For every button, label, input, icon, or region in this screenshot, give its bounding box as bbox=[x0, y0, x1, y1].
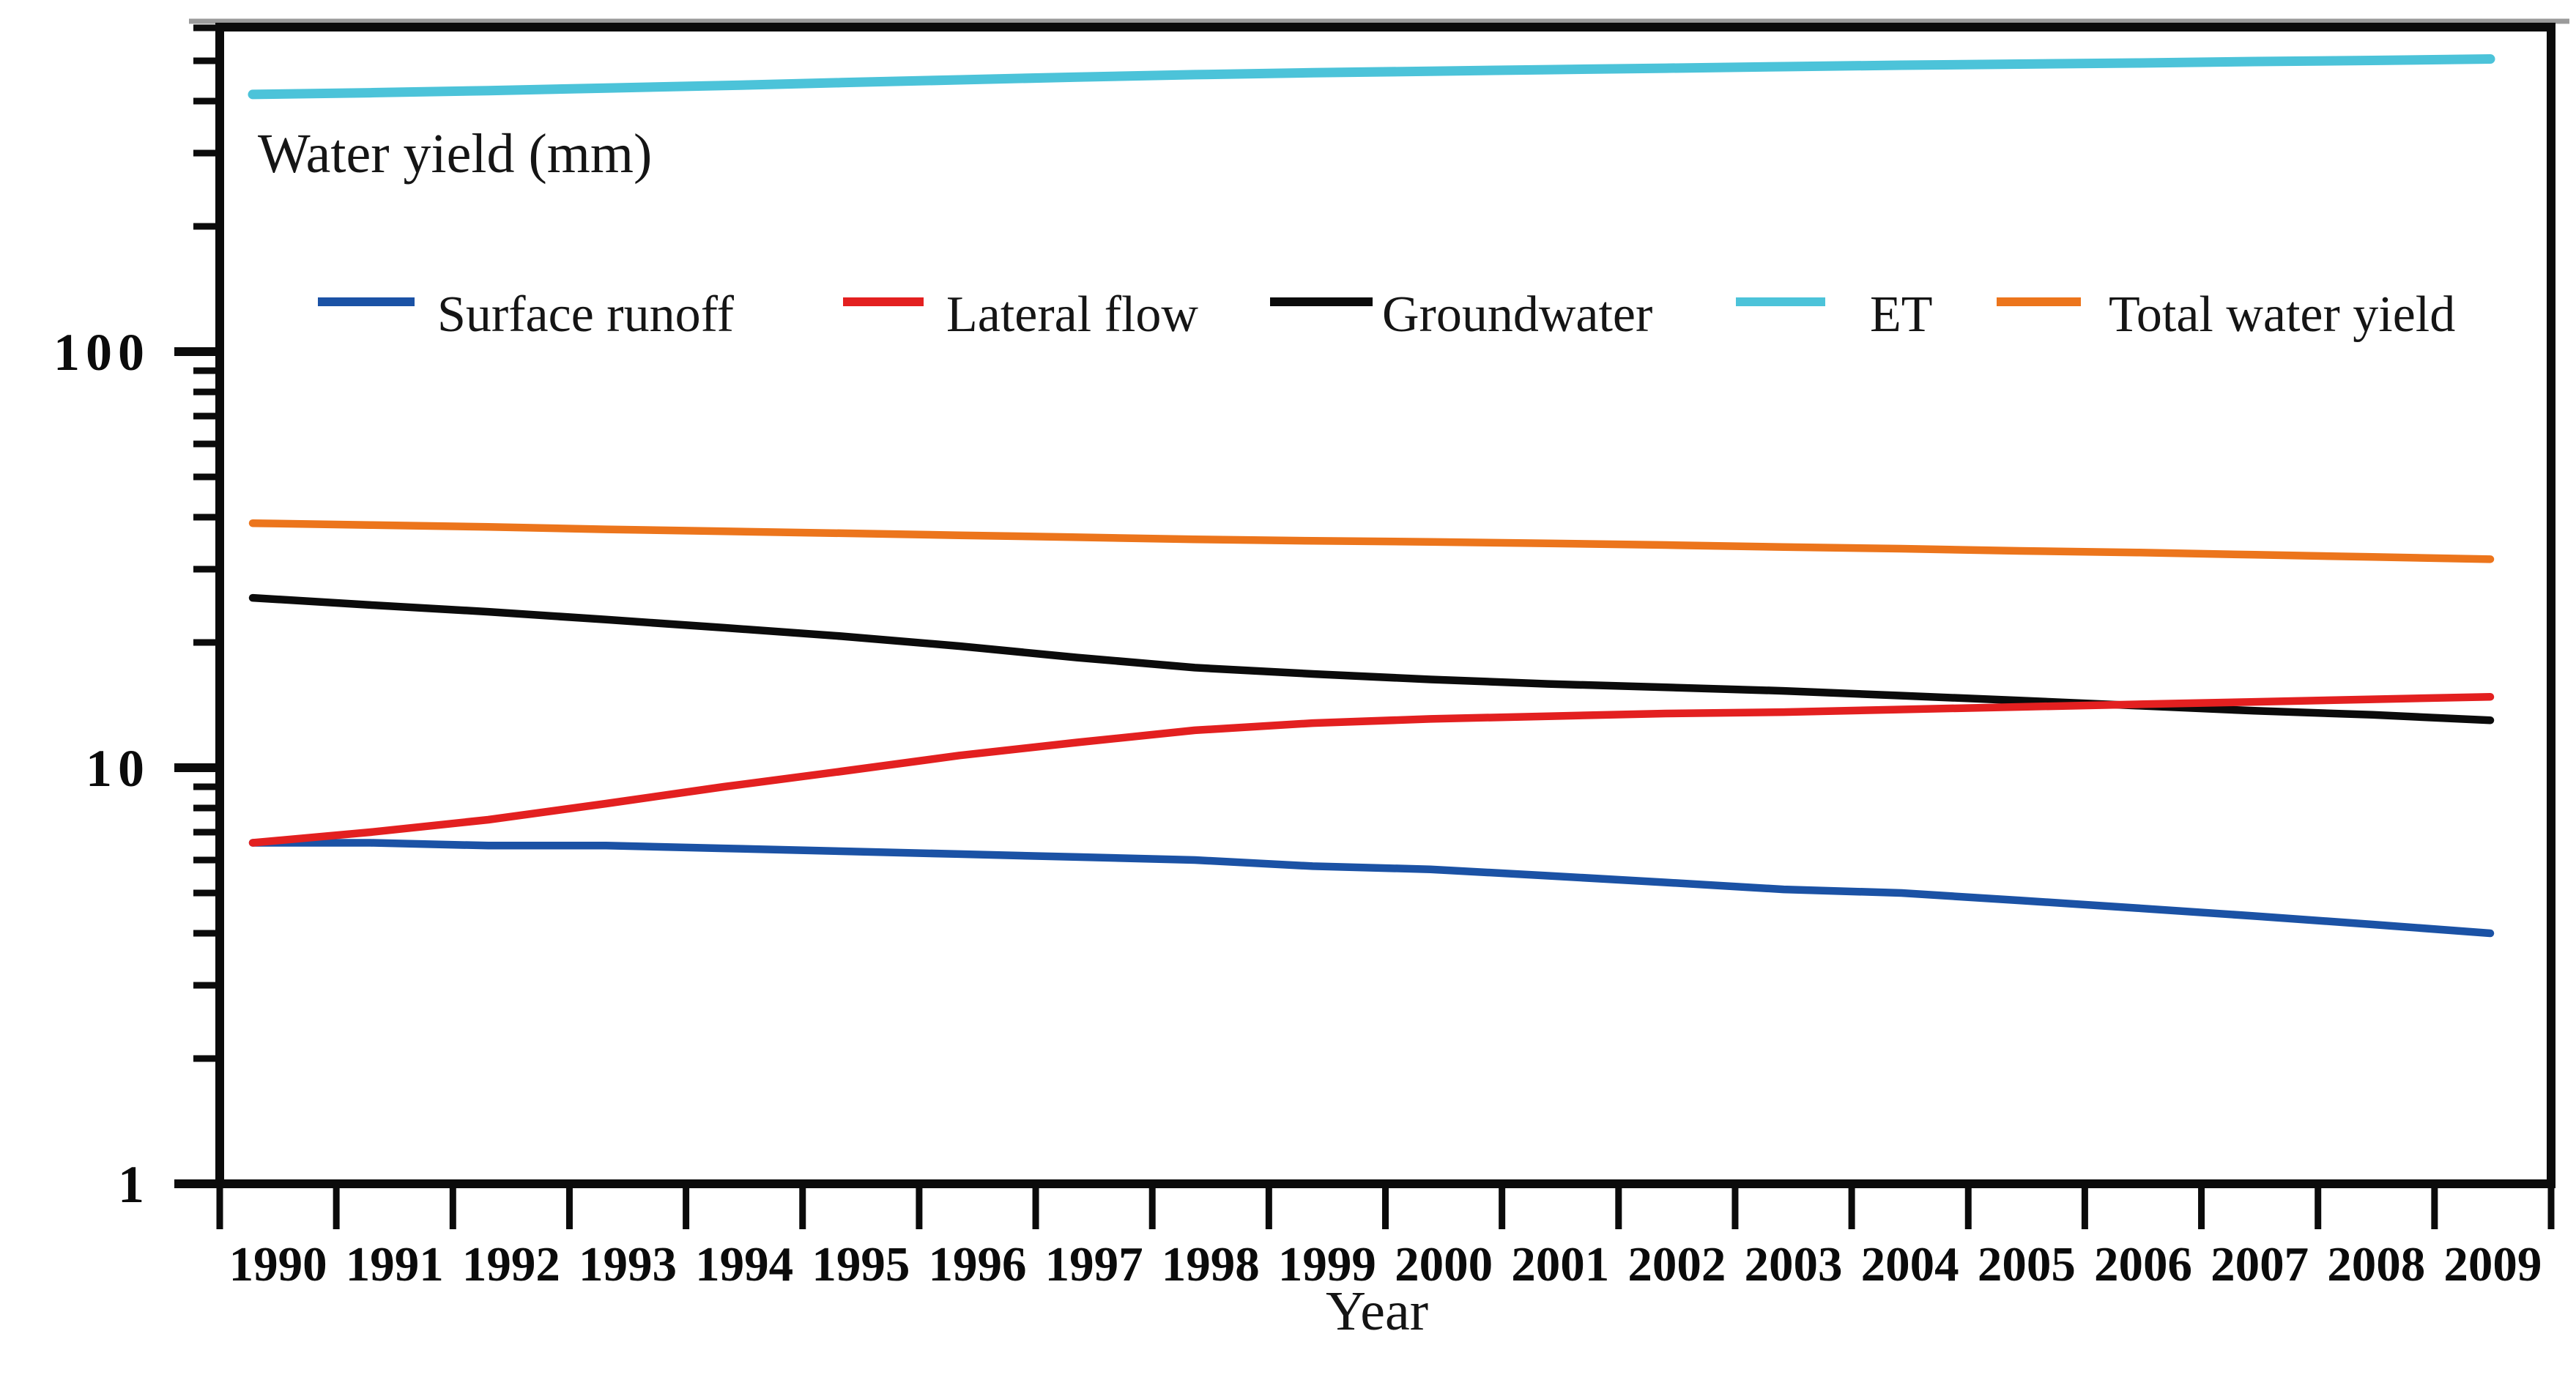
y-tick-label: 100 bbox=[53, 323, 150, 382]
legend-label: Groundwater bbox=[1382, 286, 1652, 343]
series-line-surface-runoff bbox=[248, 839, 2495, 938]
x-tick-label: 2005 bbox=[1978, 1237, 2076, 1291]
x-tick-label: 2004 bbox=[1861, 1237, 1959, 1291]
x-tick-label: 1998 bbox=[1162, 1237, 1260, 1291]
legend: Surface runoff Lateral flow Groundwater ET T… bbox=[318, 286, 2455, 343]
x-tick-label: 1992 bbox=[462, 1237, 560, 1291]
y-tick-label: 10 bbox=[86, 739, 150, 798]
x-tick-label: 2009 bbox=[2443, 1237, 2542, 1291]
legend-item-et: ET bbox=[1736, 286, 1933, 343]
x-tick-label: 2007 bbox=[2211, 1237, 2309, 1291]
y-axis-tick-labels: 1 10 100 bbox=[53, 323, 150, 1214]
legend-label: ET bbox=[1870, 286, 1933, 343]
x-tick-label: 2001 bbox=[1511, 1237, 1609, 1291]
x-axis-title: Year bbox=[1326, 1281, 1428, 1342]
chart-title: Water yield (mm) bbox=[258, 123, 652, 185]
y-axis-ticks bbox=[174, 24, 220, 1188]
x-tick-label: 1995 bbox=[812, 1237, 910, 1291]
series-lines bbox=[248, 54, 2495, 938]
x-tick-label: 1997 bbox=[1045, 1237, 1143, 1291]
x-tick-label: 2003 bbox=[1745, 1237, 1843, 1291]
x-tick-label: 2006 bbox=[2094, 1237, 2192, 1291]
series-line-lateral-flow bbox=[248, 693, 2495, 847]
x-tick-label: 2002 bbox=[1627, 1237, 1726, 1291]
legend-item-lateral-flow: Lateral flow bbox=[843, 286, 1198, 343]
x-tick-label: 1996 bbox=[928, 1237, 1026, 1291]
legend-label: Total water yield bbox=[2109, 286, 2455, 343]
x-axis-ticks bbox=[216, 1184, 2555, 1229]
x-tick-label: 1991 bbox=[346, 1237, 444, 1291]
x-axis-tick-labels: 1990 1991 1992 1993 1994 1995 1996 1997 1998 1999… bbox=[229, 1237, 2542, 1291]
legend-item-groundwater: Groundwater bbox=[1270, 286, 1652, 343]
x-tick-label: 2008 bbox=[2327, 1237, 2425, 1291]
legend-item-total-water-yield: Total water yield bbox=[1997, 286, 2455, 343]
legend-label: Lateral flow bbox=[946, 286, 1198, 343]
series-line-et bbox=[248, 54, 2495, 100]
x-tick-label: 1990 bbox=[229, 1237, 327, 1291]
x-tick-label: 1999 bbox=[1278, 1237, 1376, 1291]
series-line-total-water-yield bbox=[248, 519, 2495, 563]
x-tick-label: 1993 bbox=[579, 1237, 677, 1291]
legend-item-surface-runoff: Surface runoff bbox=[318, 286, 735, 343]
x-tick-label: 2000 bbox=[1395, 1237, 1493, 1291]
x-tick-label: 1994 bbox=[695, 1237, 793, 1291]
legend-label: Surface runoff bbox=[437, 286, 735, 343]
y-tick-label: 1 bbox=[118, 1155, 150, 1214]
